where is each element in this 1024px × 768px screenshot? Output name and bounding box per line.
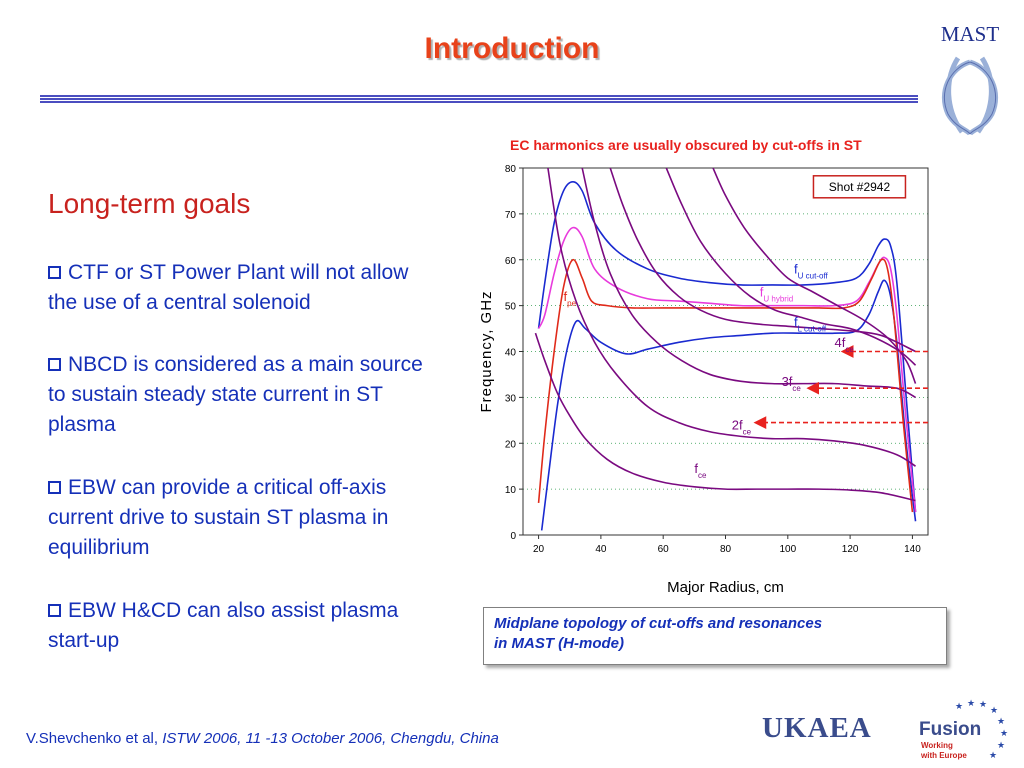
y-tick-label-5: 50 <box>505 302 517 313</box>
caption-line-1: Midplane topology of cut-offs and resona… <box>494 615 823 632</box>
y-tick-label-3: 30 <box>505 393 517 404</box>
x-tick-label-3: 80 <box>720 544 732 555</box>
checkbox-bullet-icon <box>48 604 61 617</box>
bullet-item-2: NBCD is considered as a main source to s… <box>48 350 438 440</box>
y-axis-label: Frequency, GHz <box>478 290 495 412</box>
series-line-7 <box>609 168 916 353</box>
curve-label-5: 3fce <box>782 374 802 393</box>
mast-emblem-icon <box>941 56 999 136</box>
series-line-0 <box>537 180 917 513</box>
ukaea-logo: UKAEA <box>762 712 872 744</box>
fusion-logo: ★ ★ ★ ★★★ ★★ Fusion Working with Europe <box>919 698 1008 760</box>
footer-venue: ISTW 2006, 11 -13 October 2006, Chengdu,… <box>162 730 499 747</box>
curve-label-3: fL cut-off <box>794 314 827 333</box>
y-tick-label-8: 80 <box>505 164 517 175</box>
x-tick-label-2: 60 <box>658 544 670 555</box>
x-tick-label-0: 20 <box>533 544 545 555</box>
checkbox-bullet-icon <box>48 481 61 494</box>
checkbox-bullet-icon <box>48 358 61 371</box>
x-tick-label-1: 40 <box>595 544 607 555</box>
y-tick-label-6: 60 <box>505 256 517 267</box>
fusion-logo-name: Fusion <box>919 719 981 740</box>
bullet-text-2: NBCD is considered as a main source to s… <box>48 353 423 436</box>
footer-author: V.Shevchenko et al, <box>26 730 163 747</box>
caption-line-2: in MAST (H-mode) <box>494 635 624 652</box>
y-tick-label-4: 40 <box>505 348 517 359</box>
y-tick-label-1: 10 <box>505 485 517 496</box>
slide-title: Introduction <box>424 32 600 65</box>
svg-text:★: ★ <box>989 750 997 760</box>
annotation-box <box>812 175 907 199</box>
curve-label-4: 4fce <box>835 335 855 354</box>
frequency-chart: 0 10 20 30 40 50 60 70 80 20 40 60 80 100 120 140 Major … <box>478 164 929 596</box>
chart-caption: Midplane topology of cut-offs and resona… <box>483 607 947 665</box>
svg-text:★: ★ <box>997 716 1005 726</box>
annotation-text: Shot #2942 <box>829 180 891 194</box>
svg-text:★: ★ <box>967 698 975 708</box>
checkbox-bullet-icon <box>48 266 61 279</box>
x-tick-label-5: 120 <box>842 544 859 555</box>
x-tick-label-6: 140 <box>904 544 921 555</box>
series-line-1 <box>540 279 917 531</box>
svg-text:★: ★ <box>997 740 1005 750</box>
curve-label-7: fce <box>694 461 707 480</box>
svg-text:★: ★ <box>979 699 987 709</box>
bullet-item-3: EBW can provide a critical off-axis curr… <box>48 473 438 563</box>
svg-text:★: ★ <box>955 701 963 711</box>
y-tick-label-0: 0 <box>510 531 516 542</box>
series-line-4 <box>534 332 916 502</box>
footer-citation: V.Shevchenko et al, ISTW 2006, 11 -13 Oc… <box>26 730 499 747</box>
series-line-6 <box>581 168 916 399</box>
series-line-9 <box>712 168 917 384</box>
fusion-logo-sub-2: with Europe <box>920 751 967 760</box>
series-line-2 <box>537 226 917 513</box>
curve-label-2: fpe <box>564 289 577 308</box>
mast-logo: MAST <box>928 22 1012 140</box>
title-divider <box>40 95 918 105</box>
svg-text:★: ★ <box>1000 728 1008 738</box>
goals-heading: Long-term goals <box>48 188 251 219</box>
series-group <box>534 168 917 531</box>
mast-logo-text: MAST <box>940 22 1000 46</box>
series-line-8 <box>665 168 917 366</box>
eu-stars-icon: ★ ★ ★ ★★★ ★★ <box>955 698 1008 760</box>
fusion-logo-sub-1: Working <box>921 741 953 750</box>
svg-text:★: ★ <box>990 705 998 715</box>
y-tick-label-2: 20 <box>505 439 517 450</box>
bullet-text-1: CTF or ST Power Plant will not allow the… <box>48 261 409 314</box>
bullet-text-4: EBW H&CD can also assist plasma start-up <box>48 599 399 652</box>
x-axis-label: Major Radius, cm <box>667 579 784 596</box>
series-line-5 <box>547 168 916 467</box>
curve-label-1: fU hybrid <box>760 284 793 303</box>
bullet-text-3: EBW can provide a critical off-axis curr… <box>48 476 389 559</box>
curve-label-6: 2fce <box>732 417 752 436</box>
y-tick-label-7: 70 <box>505 210 517 221</box>
bullet-item-4: EBW H&CD can also assist plasma start-up <box>48 596 438 656</box>
curve-label-0: fU cut-off <box>794 262 828 281</box>
x-tick-label-4: 100 <box>779 544 796 555</box>
bullet-item-1: CTF or ST Power Plant will not allow the… <box>48 258 438 318</box>
chart-header: EC harmonics are usually obscured by cut… <box>510 137 862 153</box>
